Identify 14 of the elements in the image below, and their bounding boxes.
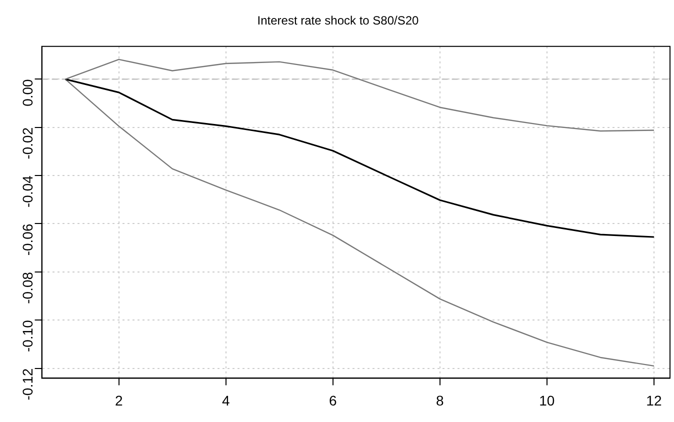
x-tick-label: 4 — [222, 392, 230, 408]
y-tick-label: -0.12 — [20, 368, 36, 400]
x-tick-label: 6 — [328, 392, 337, 408]
y-tick-label: -0.02 — [20, 127, 36, 160]
x-tick-label: 12 — [646, 392, 662, 408]
y-tick-label: 0.00 — [20, 78, 36, 106]
chart-title: Interest rate shock to S80/S20 — [257, 14, 420, 28]
x-tick-label: 2 — [114, 392, 123, 408]
y-tick-label: -0.08 — [20, 272, 36, 304]
y-tick-label: -0.10 — [20, 320, 36, 352]
x-tick-label: 10 — [539, 392, 555, 408]
x-tick-label: 8 — [436, 392, 444, 408]
y-tick-label: -0.06 — [20, 224, 36, 256]
y-tick-label: -0.04 — [20, 175, 36, 208]
